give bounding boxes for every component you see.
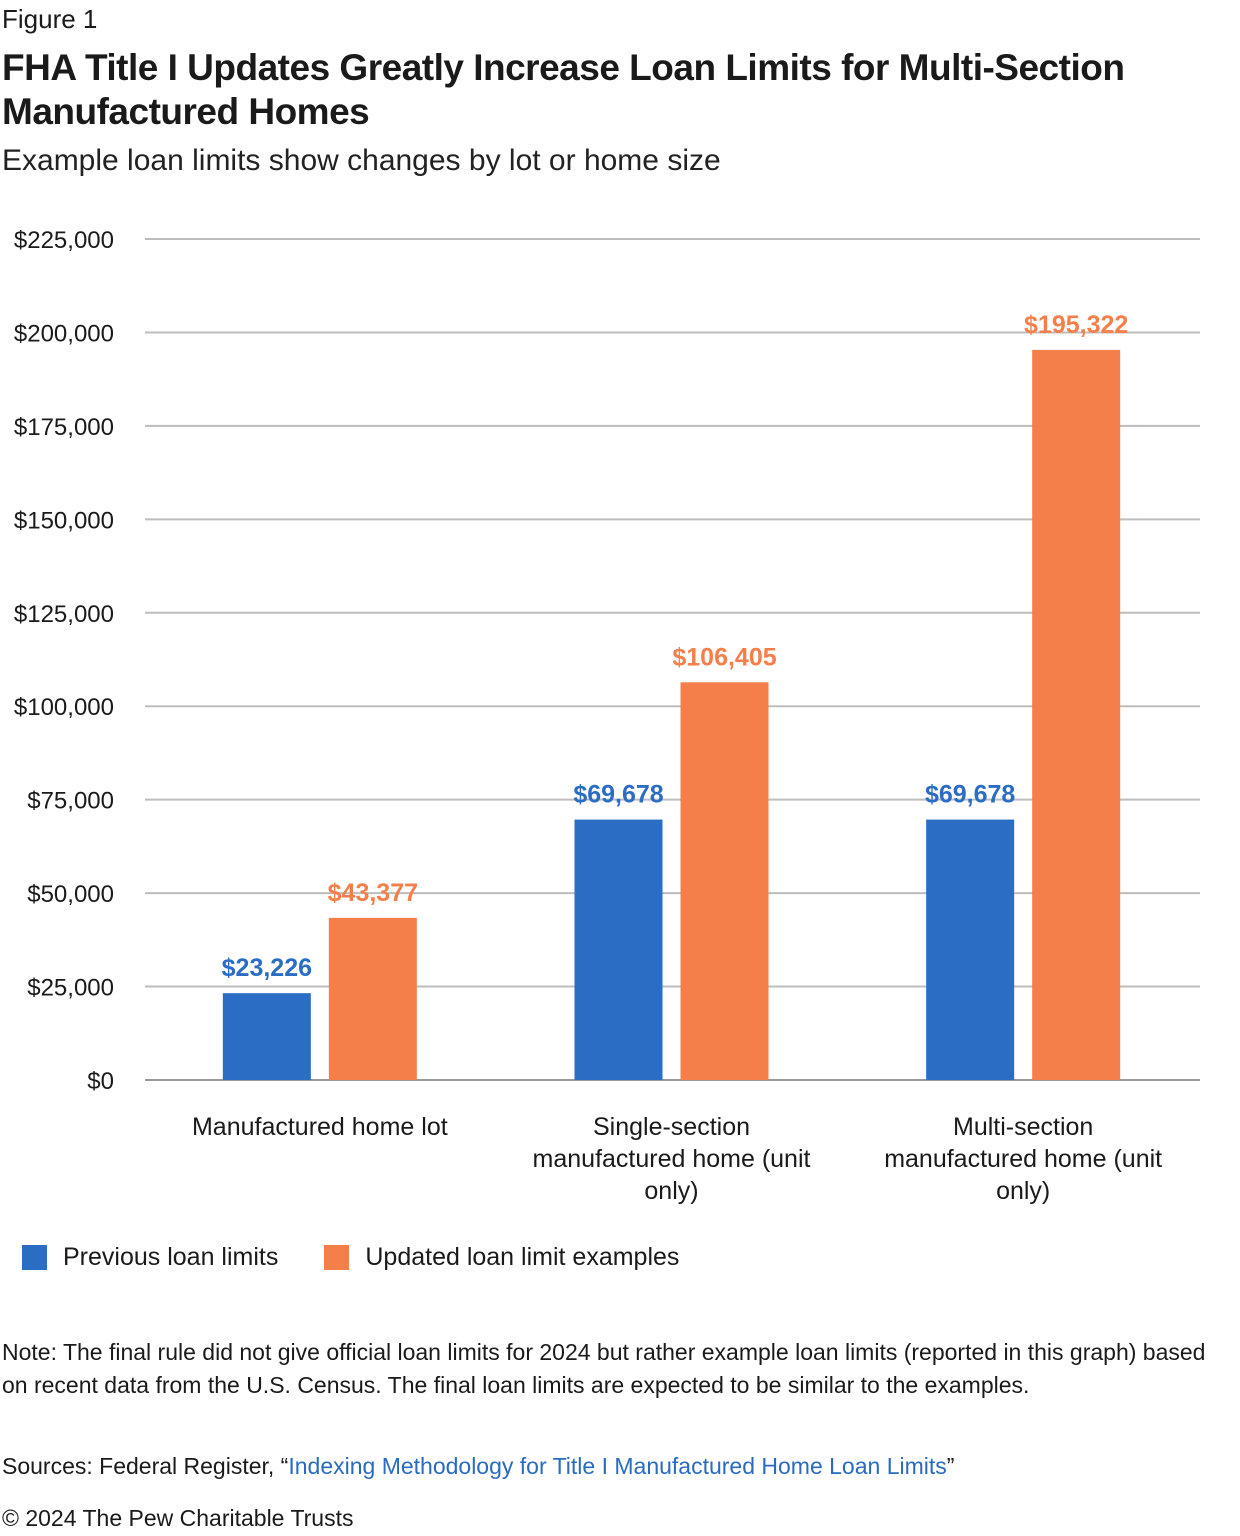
sources-link[interactable]: Indexing Methodology for Title I Manufac… [288,1453,947,1479]
legend-label-updated: Updated loan limit examples [365,1243,680,1271]
bar-updated [1032,349,1121,1080]
x-category-label: only) [644,1177,698,1205]
chart-note: Note: The final rule did not give offici… [2,1339,1206,1398]
x-category-label: Single-section [593,1113,750,1141]
data-label: $69,678 [573,781,663,809]
y-axis-ticks: $0 $25,000 $50,000 $75,000 $100,000 $125,000 $… [14,227,114,1095]
data-label: $43,377 [328,879,418,907]
y-tick-label: $175,000 [14,414,114,441]
y-tick-label: $0 [87,1068,114,1095]
gridlines [145,238,1200,1081]
chart-subtitle: Example loan limits show changes by lot … [2,144,721,177]
x-category-label: only) [996,1177,1050,1205]
x-category-label: Manufactured home lot [192,1113,448,1141]
figure-label: Figure 1 [2,4,98,34]
sources: Sources: Federal Register, “Indexing Met… [2,1453,954,1480]
sources-prefix: Sources: Federal Register, “ [2,1453,289,1479]
copyright: © 2024 The Pew Charitable Trusts [2,1505,354,1531]
bar-previous [574,819,663,1080]
x-category-label: manufactured home (unit [884,1145,1162,1173]
y-tick-label: $150,000 [14,507,114,534]
x-axis-categories: Manufactured home lot Single-section manuf… [192,1113,1162,1205]
data-label: $195,322 [1024,311,1128,339]
bar-chart: $0 $25,000 $50,000 $75,000 $100,000 $125,000 $… [14,227,1200,1205]
chart-title: FHA Title I Updates Greatly Increase Loa… [2,47,1125,132]
legend-swatch-previous [22,1245,47,1270]
legend-item-previous: Previous loan limits [22,1243,278,1272]
legend: Previous loan limits Updated loan limit … [22,1243,725,1272]
x-category-label: Multi-section [953,1113,1093,1141]
legend-swatch-updated [324,1245,350,1270]
y-tick-label: $200,000 [14,320,114,347]
legend-item-updated: Updated loan limit examples [324,1243,679,1272]
bar-updated [680,682,769,1080]
sources-suffix: ” [946,1453,955,1479]
bar-updated [328,917,417,1080]
x-category-label: manufactured home (unit [533,1145,811,1173]
y-tick-label: $100,000 [14,694,114,721]
y-tick-label: $225,000 [14,227,114,254]
data-labels: $23,226 $43,377 $69,678 $106,405 $69,678 $195… [222,311,1129,982]
y-tick-label: $125,000 [14,601,114,628]
bar-previous [222,993,311,1080]
data-label: $69,678 [925,781,1015,809]
data-label: $23,226 [222,954,312,982]
y-tick-label: $25,000 [27,975,114,1002]
data-label: $106,405 [672,643,776,671]
y-tick-label: $75,000 [27,788,114,815]
legend-label-previous: Previous loan limits [63,1243,279,1271]
bars [222,349,1121,1080]
y-tick-label: $50,000 [27,881,114,908]
bar-previous [926,819,1015,1080]
